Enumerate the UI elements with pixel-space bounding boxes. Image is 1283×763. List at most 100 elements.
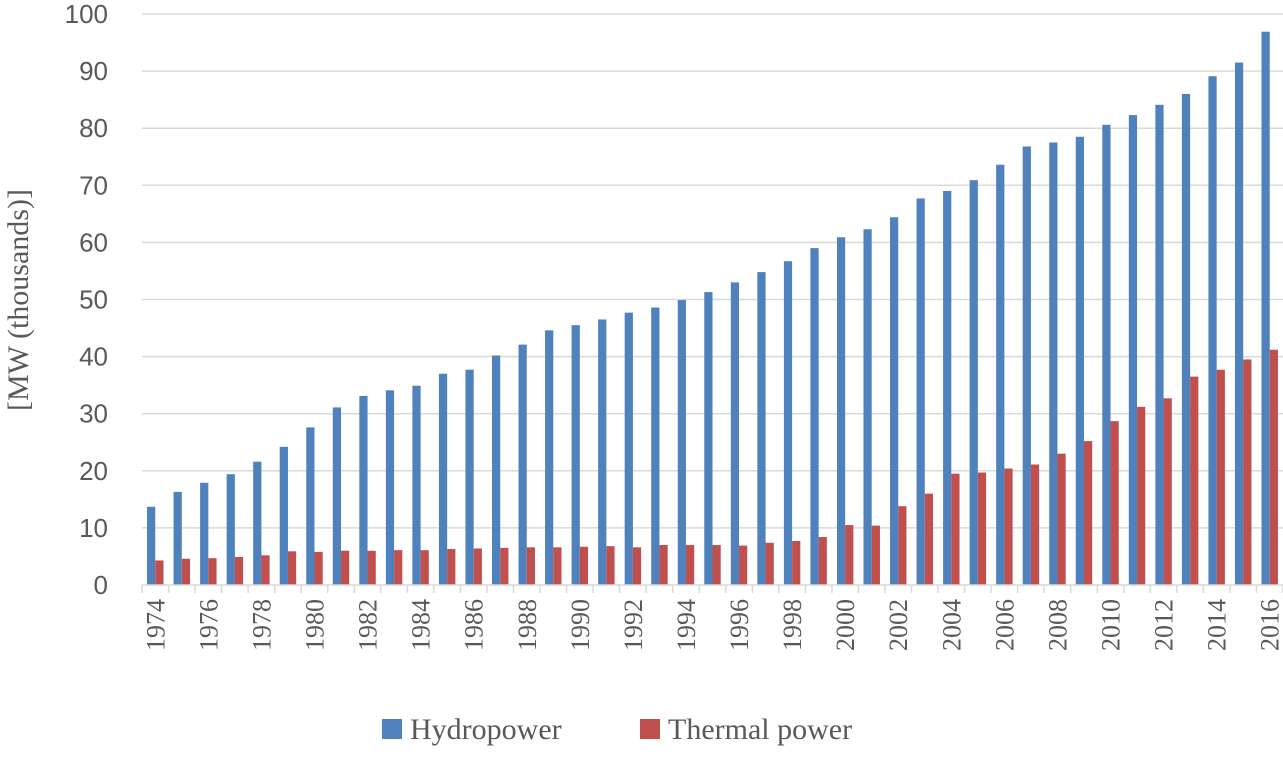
- bar-thermal-power-2013: [1190, 376, 1199, 585]
- bar-thermal-power-2011: [1137, 406, 1146, 585]
- bar-hydropower-1992: [624, 312, 633, 585]
- bar-hydropower-1982: [359, 395, 368, 585]
- bar-thermal-power-1996: [739, 545, 748, 585]
- bar-thermal-power-2007: [1030, 464, 1040, 585]
- x-tick-label: 1980: [300, 599, 329, 651]
- bar-hydropower-2005: [969, 180, 978, 585]
- bar-thermal-power-2009: [1083, 441, 1093, 585]
- bar-hydropower-1984: [412, 385, 421, 585]
- bar-hydropower-2003: [916, 198, 925, 586]
- bar-hydropower-2006: [996, 164, 1005, 585]
- bar-thermal-power-2008: [1057, 453, 1066, 585]
- bar-hydropower-1994: [677, 300, 686, 585]
- bar-thermal-power-1978: [261, 555, 270, 585]
- bar-hydropower-1985: [438, 373, 448, 585]
- bar-thermal-power-1997: [765, 542, 774, 585]
- bar-thermal-power-1987: [500, 547, 509, 585]
- y-tick-label: 80: [79, 113, 108, 143]
- y-tick-label: 70: [79, 170, 108, 200]
- bar-hydropower-1995: [704, 292, 713, 585]
- bar-thermal-power-1999: [818, 537, 827, 585]
- bar-hydropower-1991: [598, 319, 607, 585]
- y-tick-label: 10: [79, 513, 108, 543]
- bar-thermal-power-1980: [314, 551, 323, 585]
- x-tick-label: 1976: [194, 599, 223, 651]
- x-tick-label: 2006: [990, 599, 1019, 651]
- bar-hydropower-2004: [943, 191, 952, 585]
- y-axis-ticks: 0 10 20 30 40 50 60 70 80 90 100: [65, 0, 108, 600]
- bar-hydropower-1998: [783, 261, 793, 585]
- bar-thermal-power-2000: [845, 525, 854, 585]
- bar-hydropower-1997: [757, 272, 766, 585]
- bar-hydropower-2000: [836, 237, 846, 586]
- bar-thermal-power-1974: [155, 560, 164, 585]
- bar-thermal-power-2001: [871, 525, 880, 585]
- x-tick-label: 1994: [672, 599, 701, 651]
- bar-hydropower-1975: [173, 491, 182, 585]
- y-tick-label: 100: [65, 0, 108, 29]
- bar-thermal-power-1976: [208, 558, 217, 585]
- x-tick-label: 1996: [725, 599, 754, 651]
- bar-thermal-power-1990: [579, 546, 589, 585]
- bar-hydropower-1993: [651, 307, 660, 585]
- bar-thermal-power-1984: [420, 550, 429, 585]
- legend-swatch-thermal-power: [640, 719, 660, 739]
- bar-hydropower-2010: [1102, 124, 1111, 586]
- bar-thermal-power-1988: [526, 547, 535, 585]
- y-tick-label: 0: [94, 570, 108, 600]
- x-tick-label: 2002: [884, 599, 913, 651]
- bar-thermal-power-1977: [234, 557, 244, 585]
- bar-hydropower-1999: [810, 248, 819, 586]
- bar-hydropower-1989: [545, 330, 554, 585]
- legend-swatch-hydropower: [382, 719, 402, 739]
- bar-thermal-power-2016: [1269, 349, 1278, 585]
- bar-hydropower-2016: [1261, 31, 1270, 586]
- x-tick-label: 2000: [831, 599, 860, 651]
- bars: [147, 31, 1278, 586]
- bar-thermal-power-1995: [712, 545, 721, 585]
- bar-thermal-power-2006: [1004, 468, 1013, 585]
- bar-hydropower-2009: [1075, 136, 1084, 585]
- bar-hydropower-1977: [226, 474, 235, 585]
- x-tick-label: 1978: [247, 599, 276, 651]
- bar-hydropower-2001: [863, 229, 872, 585]
- bar-hydropower-2015: [1234, 62, 1244, 586]
- legend-label-thermal-power: Thermal power: [668, 713, 852, 746]
- bar-hydropower-1978: [253, 461, 262, 585]
- bar-hydropower-1983: [385, 390, 395, 585]
- bar-hydropower-2014: [1208, 76, 1217, 585]
- bar-thermal-power-1992: [632, 547, 642, 585]
- bar-hydropower-2013: [1181, 93, 1191, 585]
- x-tick-label: 1990: [566, 599, 595, 651]
- bar-thermal-power-1991: [606, 546, 615, 585]
- bar-hydropower-1988: [518, 344, 527, 585]
- x-tick-label: 2014: [1203, 599, 1232, 651]
- bar-hydropower-1974: [147, 506, 156, 585]
- bar-thermal-power-1985: [447, 549, 456, 585]
- bar-thermal-power-1998: [792, 541, 801, 585]
- x-tick-label: 1984: [407, 599, 436, 651]
- bar-hydropower-1979: [279, 446, 288, 585]
- x-tick-label: 1982: [354, 599, 383, 651]
- bar-thermal-power-1989: [553, 547, 562, 585]
- x-tick-label: 1992: [619, 599, 648, 651]
- bar-hydropower-1987: [491, 355, 501, 585]
- bar-thermal-power-2004: [951, 473, 960, 585]
- y-tick-label: 40: [79, 342, 108, 372]
- bar-hydropower-2012: [1155, 104, 1164, 585]
- y-axis-title: [MW (thousands)]: [2, 189, 35, 411]
- bar-hydropower-1980: [306, 427, 315, 585]
- x-axis-ticks: 1974 1976 1978 1980 1982 1984 1986 1988 1990 1992…: [141, 599, 1283, 651]
- bar-hydropower-1996: [730, 282, 740, 585]
- bar-thermal-power-1986: [473, 548, 482, 585]
- bar-thermal-power-1994: [685, 545, 695, 585]
- bar-thermal-power-2002: [898, 506, 907, 585]
- x-tick-label: 1986: [460, 599, 489, 651]
- bar-hydropower-1986: [465, 369, 474, 585]
- bar-thermal-power-2015: [1243, 359, 1252, 585]
- y-tick-label: 90: [79, 56, 108, 86]
- bar-thermal-power-2003: [924, 493, 934, 585]
- bar-thermal-power-1981: [341, 550, 350, 585]
- x-tick-label: 2008: [1043, 599, 1072, 651]
